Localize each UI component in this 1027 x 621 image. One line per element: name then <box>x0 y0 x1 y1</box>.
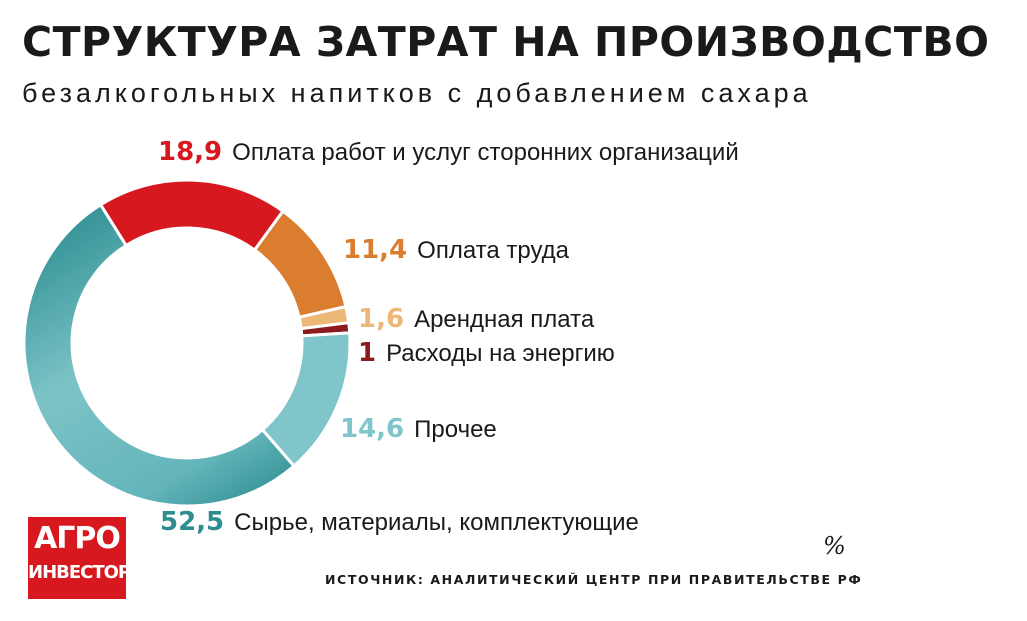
slice-category: Оплата труда <box>417 237 570 264</box>
slice-category: Арендная плата <box>414 306 595 333</box>
slice-value: 52,5 <box>160 507 224 537</box>
slice-label-прочее: 14,6 Прочее <box>340 414 497 444</box>
slice-category: Прочее <box>414 416 497 443</box>
slice-label-оплата-труда: 11,4 Оплата труда <box>343 235 570 265</box>
slice-оплата-работ-и-услуг-сторонних-организаций <box>98 178 285 253</box>
slice-value: 1,6 <box>358 304 404 334</box>
slice-label-оплата-работ-и-услуг-сторонних-организаций: 18,9 Оплата работ и услуг сторонних орган… <box>158 137 739 167</box>
unit-label: % <box>823 532 846 560</box>
donut-slices <box>22 178 352 508</box>
slice-category: Сырье, материалы, комплектующие <box>234 509 639 536</box>
slice-label-сырье-материалы-комплектующие: 52,5 Сырье, материалы, комплектующие <box>160 507 639 537</box>
slice-value: 11,4 <box>343 235 407 265</box>
slice-label-арендная-плата: 1,6 Арендная плата <box>358 304 595 334</box>
logo-line-2: ИНВЕСТОР <box>28 562 131 583</box>
slice-сырье-материалы-комплектующие <box>22 202 297 508</box>
slice-category: Оплата работ и услуг сторонних организац… <box>232 139 739 166</box>
slice-label-расходы-на-энергию: 1 Расходы на энергию <box>358 338 615 368</box>
slice-labels: 18,9 Оплата работ и услуг сторонних орган… <box>158 137 739 537</box>
slice-value: 1 <box>358 338 376 368</box>
agroinvestor-logo: АГРО ИНВЕСТОР <box>28 517 131 599</box>
chart-title: СТРУКТУРА ЗАТРАТ НА ПРОИЗВОДСТВО <box>22 18 990 66</box>
slice-category: Расходы на энергию <box>386 340 615 367</box>
chart-subtitle: безалкогольных напитков с добавлением са… <box>22 78 812 108</box>
source-note: ИСТОЧНИК: АНАЛИТИЧЕСКИЙ ЦЕНТР ПРИ ПРАВИТ… <box>325 572 863 587</box>
slice-value: 14,6 <box>340 414 404 444</box>
slice-value: 18,9 <box>158 137 222 167</box>
logo-line-1: АГРО <box>34 521 121 556</box>
